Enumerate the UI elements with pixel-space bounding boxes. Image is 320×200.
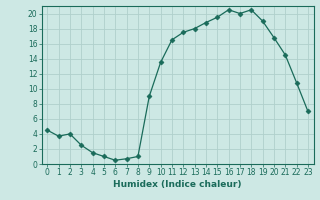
X-axis label: Humidex (Indice chaleur): Humidex (Indice chaleur) [113,180,242,189]
